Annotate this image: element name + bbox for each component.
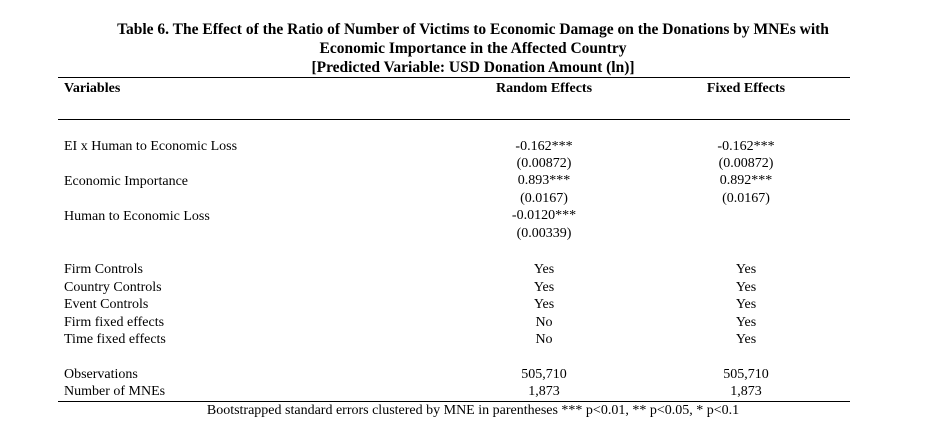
title-line-1: Table 6. The Effect of the Ratio of Numb… [117, 21, 829, 38]
row-label: Observations [64, 367, 138, 382]
re-value: Yes [533, 280, 555, 295]
re-value: 1,873 [528, 384, 560, 399]
row-label: Economic Importance [64, 174, 189, 189]
row-label: Number of MNEs [64, 384, 166, 399]
row-label: EI x Human to Economic Loss [64, 139, 238, 154]
re-value: No [535, 315, 553, 330]
fe-coef: 0.892*** [719, 173, 773, 188]
fe-se: (0.00872) [718, 156, 774, 171]
row-label: Human to Economic Loss [64, 209, 210, 224]
re-se: (0.0167) [520, 191, 568, 206]
bottom-rule [58, 401, 850, 402]
re-value: No [535, 332, 553, 347]
row-label: Firm fixed effects [64, 315, 165, 330]
re-value: Yes [533, 262, 555, 277]
fe-value: 505,710 [723, 367, 769, 382]
fe-se: (0.0167) [722, 191, 770, 206]
re-se: (0.00339) [516, 226, 572, 241]
re-coef: -0.162*** [515, 139, 573, 154]
re-coef: 0.893*** [517, 173, 571, 188]
fe-value: Yes [735, 262, 757, 277]
fe-value: Yes [735, 332, 757, 347]
title-line-2: Economic Importance in the Affected Coun… [319, 40, 627, 57]
header-fixed-effects: Fixed Effects [706, 81, 786, 96]
fe-value: Yes [735, 315, 757, 330]
re-value: Yes [533, 297, 555, 312]
fe-value: Yes [735, 297, 757, 312]
fe-value: 1,873 [730, 384, 762, 399]
header-random-effects: Random Effects [495, 81, 593, 96]
row-label: Event Controls [64, 297, 149, 312]
table-footnote: Bootstrapped standard errors clustered b… [206, 403, 740, 418]
top-rule [58, 77, 850, 78]
header-variables: Variables [64, 81, 121, 96]
row-label: Time fixed effects [64, 332, 166, 347]
fe-value: Yes [735, 280, 757, 295]
header-rule [58, 119, 850, 120]
title-line-3: [Predicted Variable: USD Donation Amount… [311, 59, 635, 76]
row-label: Firm Controls [64, 262, 143, 277]
re-value: 505,710 [521, 367, 567, 382]
row-label: Country Controls [64, 280, 162, 295]
re-coef: -0.0120*** [511, 208, 577, 223]
fe-coef: -0.162*** [717, 139, 775, 154]
re-se: (0.00872) [516, 156, 572, 171]
